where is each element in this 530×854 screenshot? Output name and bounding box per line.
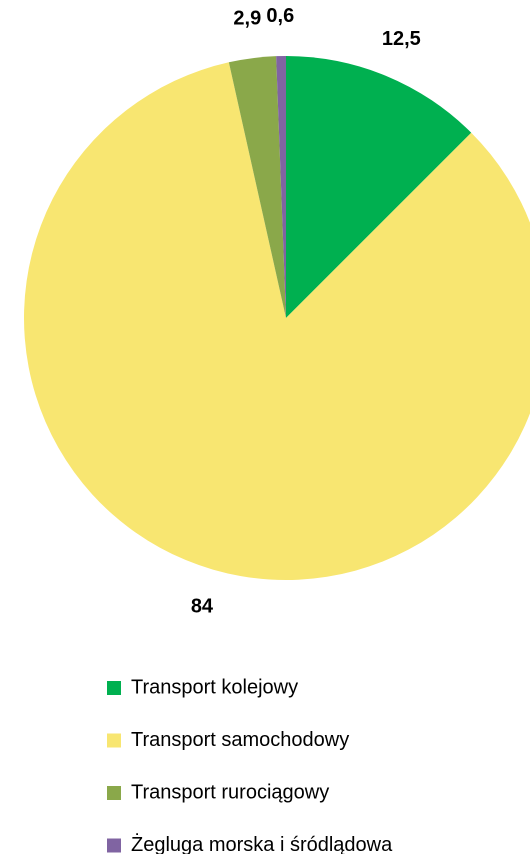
legend-swatch (107, 786, 121, 800)
pie-slice (228, 56, 286, 318)
legend-swatch (107, 681, 121, 695)
legend-label: Transport rurociągowy (131, 781, 329, 803)
pie-slice (24, 62, 530, 580)
data-label: 2,9 (233, 7, 261, 29)
data-label: 0,6 (266, 5, 294, 27)
legend-label: Transport samochodowy (131, 729, 349, 751)
pie-slice (286, 56, 472, 318)
legend-label: Transport kolejowy (131, 676, 298, 698)
data-label: 12,5 (382, 28, 421, 50)
legend-swatch (107, 838, 121, 853)
data-label: 84 (191, 596, 214, 618)
legend-swatch (107, 733, 121, 748)
legend-label: Żegluga morska i śródlądowa (131, 833, 393, 854)
pie-slice (276, 56, 286, 318)
